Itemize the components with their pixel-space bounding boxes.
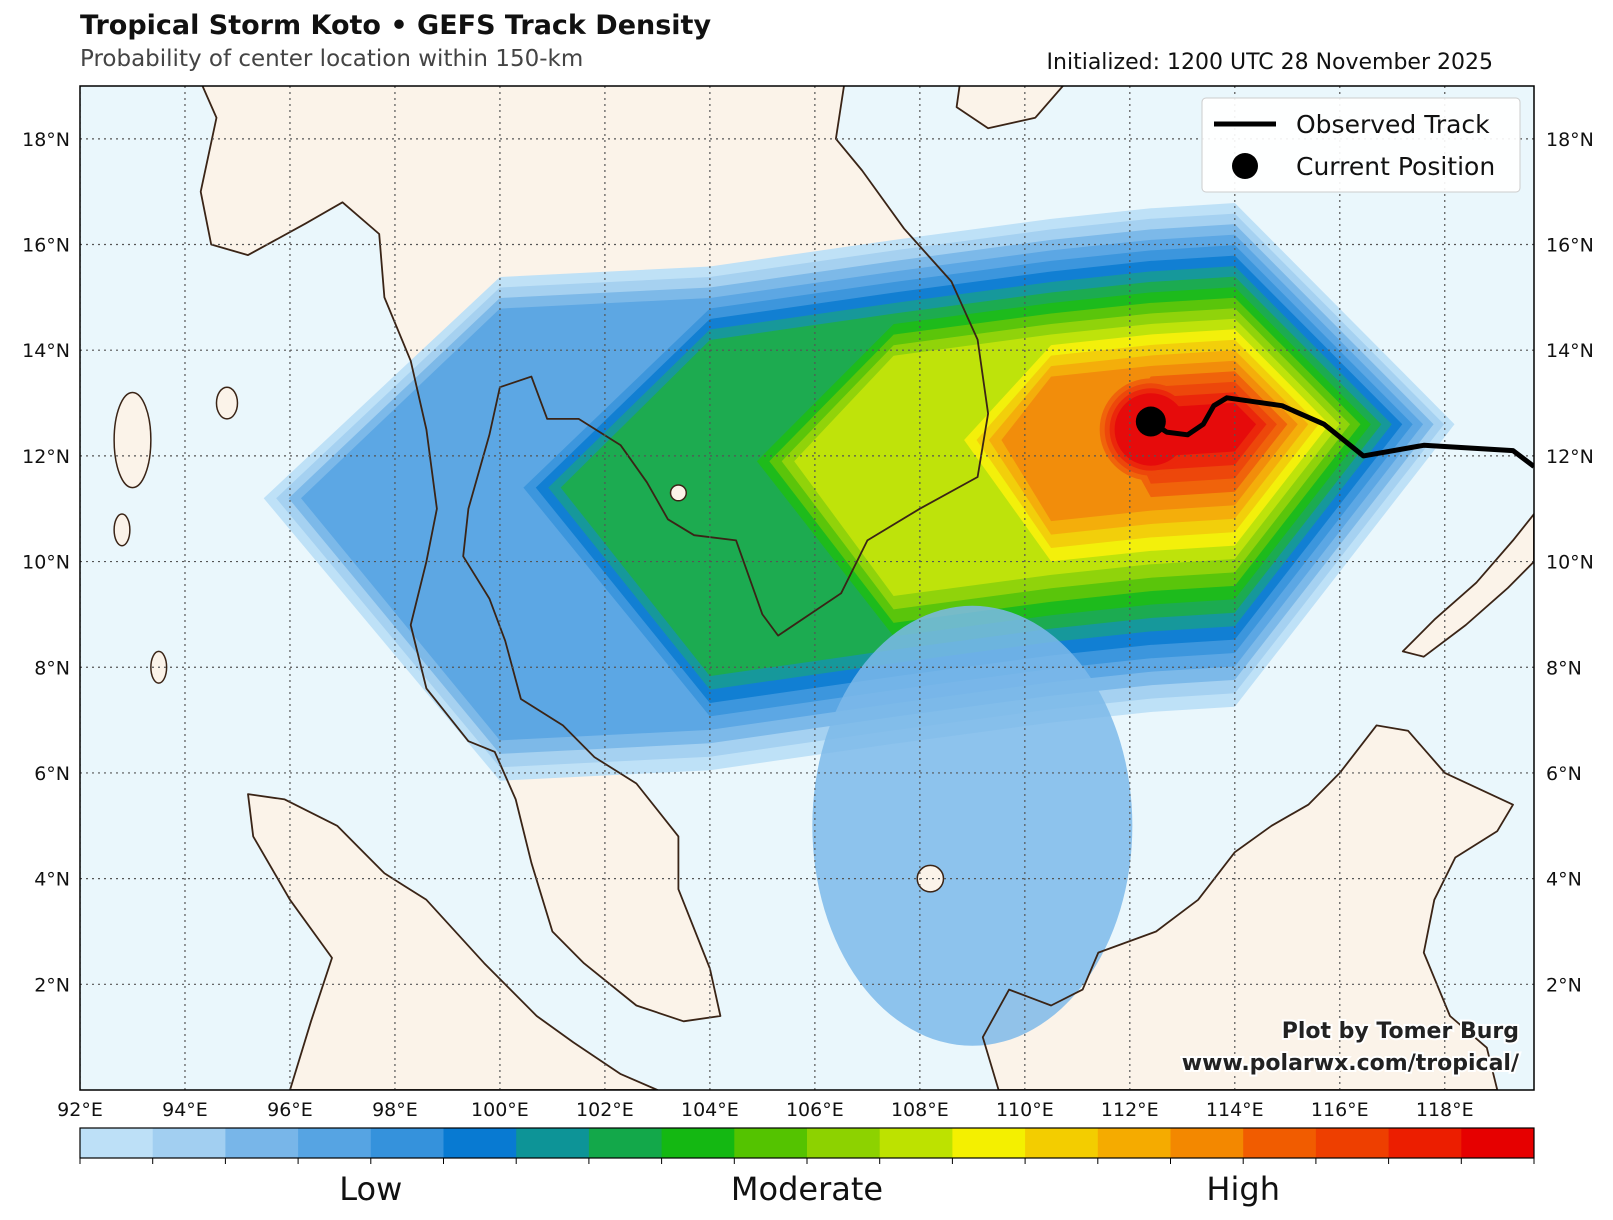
density-field [263, 203, 1455, 1046]
palawan-landmass-coast [1401, 513, 1534, 658]
island-3 [215, 386, 239, 420]
initialization-time: Initialized: 1200 UTC 28 November 2025 [1046, 50, 1493, 75]
colorbar-swatch [807, 1128, 881, 1158]
colorbar-swatch [952, 1128, 1026, 1158]
latitude-labels-left: 18°N 16°N 14°N 12°N 10°N 8°N 6°N 4°N 2°N [22, 129, 70, 996]
density-southern-lobe [812, 605, 1133, 1046]
island-5 [669, 484, 688, 502]
lon-label: 98°E [372, 1099, 418, 1121]
borneo-landmass [982, 725, 1513, 1090]
lat-label-right: 16°N [1546, 235, 1594, 257]
credit-author: Plot by Tomer Burg [1282, 1019, 1519, 1044]
colorbar-swatch [661, 1128, 735, 1158]
lat-label-right: 4°N [1546, 869, 1582, 891]
hainan-landmass [956, 86, 1063, 129]
colorbar-swatch [879, 1128, 953, 1158]
colorbar-swatch [225, 1128, 299, 1158]
colorbar-swatch [298, 1128, 372, 1158]
lat-label-left: 2°N [34, 974, 70, 996]
current-position-legend-swatch [1232, 153, 1258, 179]
map-subtitle: Probability of center location within 15… [80, 46, 584, 72]
longitude-labels: 92°E 94°E 96°E 98°E 100°E 102°E 104°E 106°E 108°… [57, 1099, 1473, 1121]
lat-label-left: 10°N [22, 552, 70, 574]
lon-label: 112°E [1101, 1099, 1159, 1121]
lat-label-left: 4°N [34, 869, 70, 891]
borneo-landmass-coast [981, 724, 1514, 1090]
lon-label: 94°E [162, 1099, 208, 1121]
island-1 [113, 513, 131, 547]
lat-label-right: 8°N [1546, 657, 1582, 679]
colorbar-label: High [1206, 1170, 1280, 1208]
lon-label: 96°E [267, 1099, 313, 1121]
sumatra-landmass [248, 794, 658, 1090]
colorbar-swatch [152, 1128, 226, 1158]
colorbar-swatch [1243, 1128, 1317, 1158]
map-legend: Observed Track Current Position [1201, 97, 1521, 193]
observed-track-line [1149, 395, 1534, 469]
lon-label: 118°E [1416, 1099, 1474, 1121]
lat-label-right: 2°N [1546, 974, 1582, 996]
sumatra-landmass-coast [247, 793, 659, 1090]
lat-label-right: 14°N [1546, 340, 1594, 362]
lat-label-right: 10°N [1546, 552, 1594, 574]
colorbar-swatch [1170, 1128, 1244, 1158]
colorbar-swatch [370, 1128, 444, 1158]
lat-label-left: 8°N [34, 657, 70, 679]
lat-label-left: 14°N [22, 340, 70, 362]
graticule [80, 86, 1534, 1090]
island-4 [916, 864, 945, 893]
colorbar-swatch [1388, 1128, 1462, 1158]
lat-label-right: 18°N [1546, 129, 1594, 151]
lat-label-right: 6°N [1546, 763, 1582, 785]
colorbar-swatch [1025, 1128, 1099, 1158]
current-position-marker [1135, 406, 1166, 437]
map-title: Tropical Storm Koto • GEFS Track Density [80, 10, 712, 41]
hainan-landmass-coast [955, 86, 1065, 130]
colorbar-swatch [1097, 1128, 1171, 1158]
lon-label: 108°E [891, 1099, 949, 1121]
credit-url: www.polarwx.com/tropical/ [1182, 1051, 1520, 1076]
lon-label: 92°E [57, 1099, 103, 1121]
lat-label-left: 18°N [22, 129, 70, 151]
lon-label: 100°E [471, 1099, 529, 1121]
storm-track-layer [1135, 395, 1534, 469]
colorbar-labels: Low Moderate High [339, 1170, 1280, 1208]
colorbar-swatch [80, 1128, 154, 1158]
colorbar-swatch [1315, 1128, 1390, 1158]
colorbar-swatch [443, 1128, 517, 1158]
island-0 [113, 391, 152, 489]
current-position-legend-label: Current Position [1296, 152, 1495, 181]
lon-label: 114°E [1206, 1099, 1264, 1121]
colorbar-swatch [516, 1128, 590, 1158]
palawan-landmass [1402, 514, 1534, 657]
map-frame [79, 85, 1535, 1091]
colorbar-swatch [1461, 1128, 1535, 1158]
observed-track-legend-label: Observed Track [1296, 110, 1490, 139]
latitude-labels-right: 18°N 16°N 14°N 12°N 10°N 8°N 6°N 4°N 2°N [1546, 129, 1594, 996]
colorbar-swatch [734, 1128, 808, 1158]
lat-label-right: 12°N [1546, 446, 1594, 468]
indochina-landmass-coast [199, 86, 989, 1023]
lon-label: 102°E [576, 1099, 634, 1121]
lon-label: 104°E [681, 1099, 739, 1121]
lon-label: 116°E [1311, 1099, 1369, 1121]
lon-label: 110°E [996, 1099, 1054, 1121]
lat-label-left: 6°N [34, 763, 70, 785]
lat-label-left: 16°N [22, 235, 70, 257]
colorbar-label: Moderate [731, 1170, 883, 1208]
colorbar-swatch [588, 1128, 663, 1158]
colorbar-label: Low [339, 1170, 402, 1208]
lon-label: 106°E [786, 1099, 844, 1121]
density-colorbar [79, 1127, 1535, 1164]
lat-label-left: 12°N [22, 446, 70, 468]
